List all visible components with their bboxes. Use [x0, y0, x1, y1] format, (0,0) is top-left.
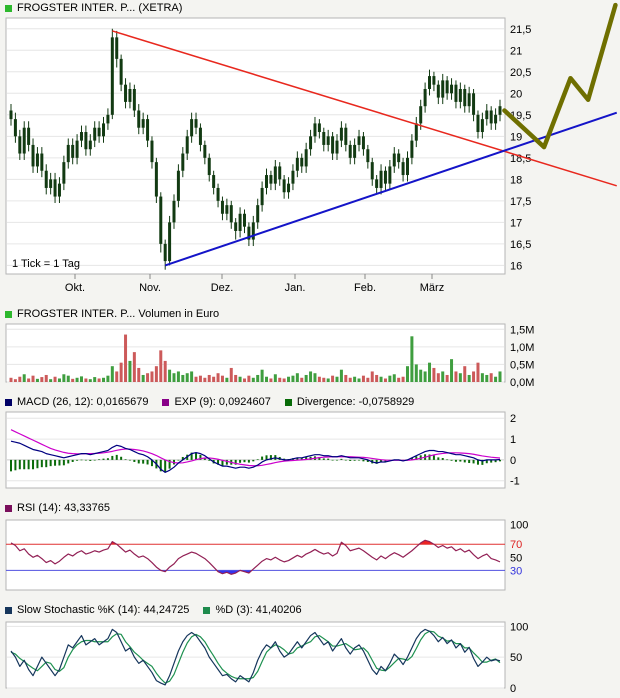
svg-text:17: 17 — [510, 217, 522, 229]
svg-text:21,5: 21,5 — [510, 24, 531, 36]
macd-header: MACD (26, 12): 0,0165679 EXP (9): 0,0924… — [0, 394, 620, 410]
svg-text:0,0M: 0,0M — [510, 377, 534, 389]
rsi-legend-item: RSI (14): 43,33765 — [5, 502, 110, 514]
svg-text:70: 70 — [510, 539, 522, 551]
svg-text:20,5: 20,5 — [510, 67, 531, 79]
svg-text:0,5M: 0,5M — [510, 359, 534, 371]
svg-text:1,0M: 1,0M — [510, 342, 534, 354]
divergence-label: Divergence: -0,0758929 — [296, 396, 415, 408]
svg-text:1: 1 — [510, 434, 516, 446]
svg-text:-1: -1 — [510, 476, 520, 488]
svg-text:17,5: 17,5 — [510, 196, 531, 208]
stochastic-header: Slow Stochastic %K (14): 44,24725 %D (3)… — [0, 602, 620, 618]
svg-text:März: März — [420, 282, 444, 294]
svg-text:0: 0 — [510, 455, 516, 467]
macd-series-icon — [5, 398, 12, 406]
stochastic-panel: Slow Stochastic %K (14): 44,24725 %D (3)… — [0, 602, 620, 696]
stochastic-k-label: Slow Stochastic %K (14): 44,24725 — [17, 604, 190, 616]
divergence-series-icon — [284, 398, 292, 406]
svg-text:1,5M: 1,5M — [510, 324, 534, 336]
volume-series-icon — [5, 310, 12, 318]
stochastic-chart: 100 50 0 — [5, 621, 528, 695]
svg-text:16: 16 — [510, 260, 522, 272]
macd-label: MACD (26, 12): 0,0165679 — [17, 396, 149, 408]
exp-legend-item: EXP (9): 0,0924607 — [162, 396, 271, 408]
divergence-legend-item: Divergence: -0,0758929 — [284, 396, 415, 408]
price-panel: FROGSTER INTER. P... (XETRA) 21,5 21 20,5 2… — [0, 0, 620, 302]
svg-text:19: 19 — [510, 131, 522, 143]
svg-text:100: 100 — [510, 520, 528, 532]
svg-text:Feb.: Feb. — [354, 282, 376, 294]
svg-text:21: 21 — [510, 45, 522, 57]
svg-text:2: 2 — [510, 413, 516, 425]
price-chart-header: FROGSTER INTER. P... (XETRA) — [0, 0, 620, 16]
svg-text:20: 20 — [510, 88, 522, 100]
svg-text:Jan.: Jan. — [285, 282, 306, 294]
price-legend-item: FROGSTER INTER. P... (XETRA) — [5, 2, 182, 14]
svg-text:18: 18 — [510, 174, 522, 186]
svg-text:100: 100 — [510, 621, 528, 633]
volume-panel: FROGSTER INTER. P... Volumen in Euro 1,5… — [0, 306, 620, 390]
stochastic-d-label: %D (3): 41,40206 — [215, 604, 302, 616]
volume-chart-title: FROGSTER INTER. P... Volumen in Euro — [17, 308, 220, 320]
price-chart-title: FROGSTER INTER. P... (XETRA) — [17, 2, 183, 14]
stochastic-k-legend-item: Slow Stochastic %K (14): 44,24725 — [5, 604, 189, 616]
macd-chart: 2 1 0 -1 — [5, 411, 520, 489]
volume-chart: 1,5M 1,0M 0,5M 0,0M — [5, 323, 534, 389]
rsi-header: RSI (14): 43,33765 — [0, 500, 620, 516]
svg-text:50: 50 — [510, 652, 522, 664]
volume-chart-header: FROGSTER INTER. P... Volumen in Euro — [0, 306, 620, 322]
svg-text:30: 30 — [510, 565, 522, 577]
svg-text:16,5: 16,5 — [510, 239, 531, 251]
macd-panel: MACD (26, 12): 0,0165679 EXP (9): 0,0924… — [0, 394, 620, 496]
svg-text:0: 0 — [510, 683, 516, 695]
svg-text:Nov.: Nov. — [139, 282, 161, 294]
svg-text:18,5: 18,5 — [510, 153, 531, 165]
price-series-icon — [5, 4, 12, 12]
stochastic-k-series-icon — [5, 606, 12, 614]
rsi-series-icon — [5, 504, 12, 512]
svg-text:Dez.: Dez. — [211, 282, 234, 294]
exp-series-icon — [162, 398, 170, 406]
stochastic-d-legend-item: %D (3): 41,40206 — [203, 604, 302, 616]
svg-text:1 Tick = 1 Tag: 1 Tick = 1 Tag — [12, 258, 80, 270]
exp-label: EXP (9): 0,0924607 — [174, 396, 271, 408]
svg-text:50: 50 — [510, 552, 522, 564]
volume-legend-item: FROGSTER INTER. P... Volumen in Euro — [5, 308, 219, 320]
rsi-label: RSI (14): 43,33765 — [17, 502, 110, 514]
macd-legend-item: MACD (26, 12): 0,0165679 — [5, 396, 148, 408]
price-chart: 21,52120,52019,51918,51817,51716,516Okt.… — [5, 2, 618, 294]
stochastic-d-series-icon — [203, 606, 211, 614]
rsi-panel: RSI (14): 43,33765 100 70 50 30 — [0, 500, 620, 598]
svg-text:Okt.: Okt. — [65, 282, 85, 294]
